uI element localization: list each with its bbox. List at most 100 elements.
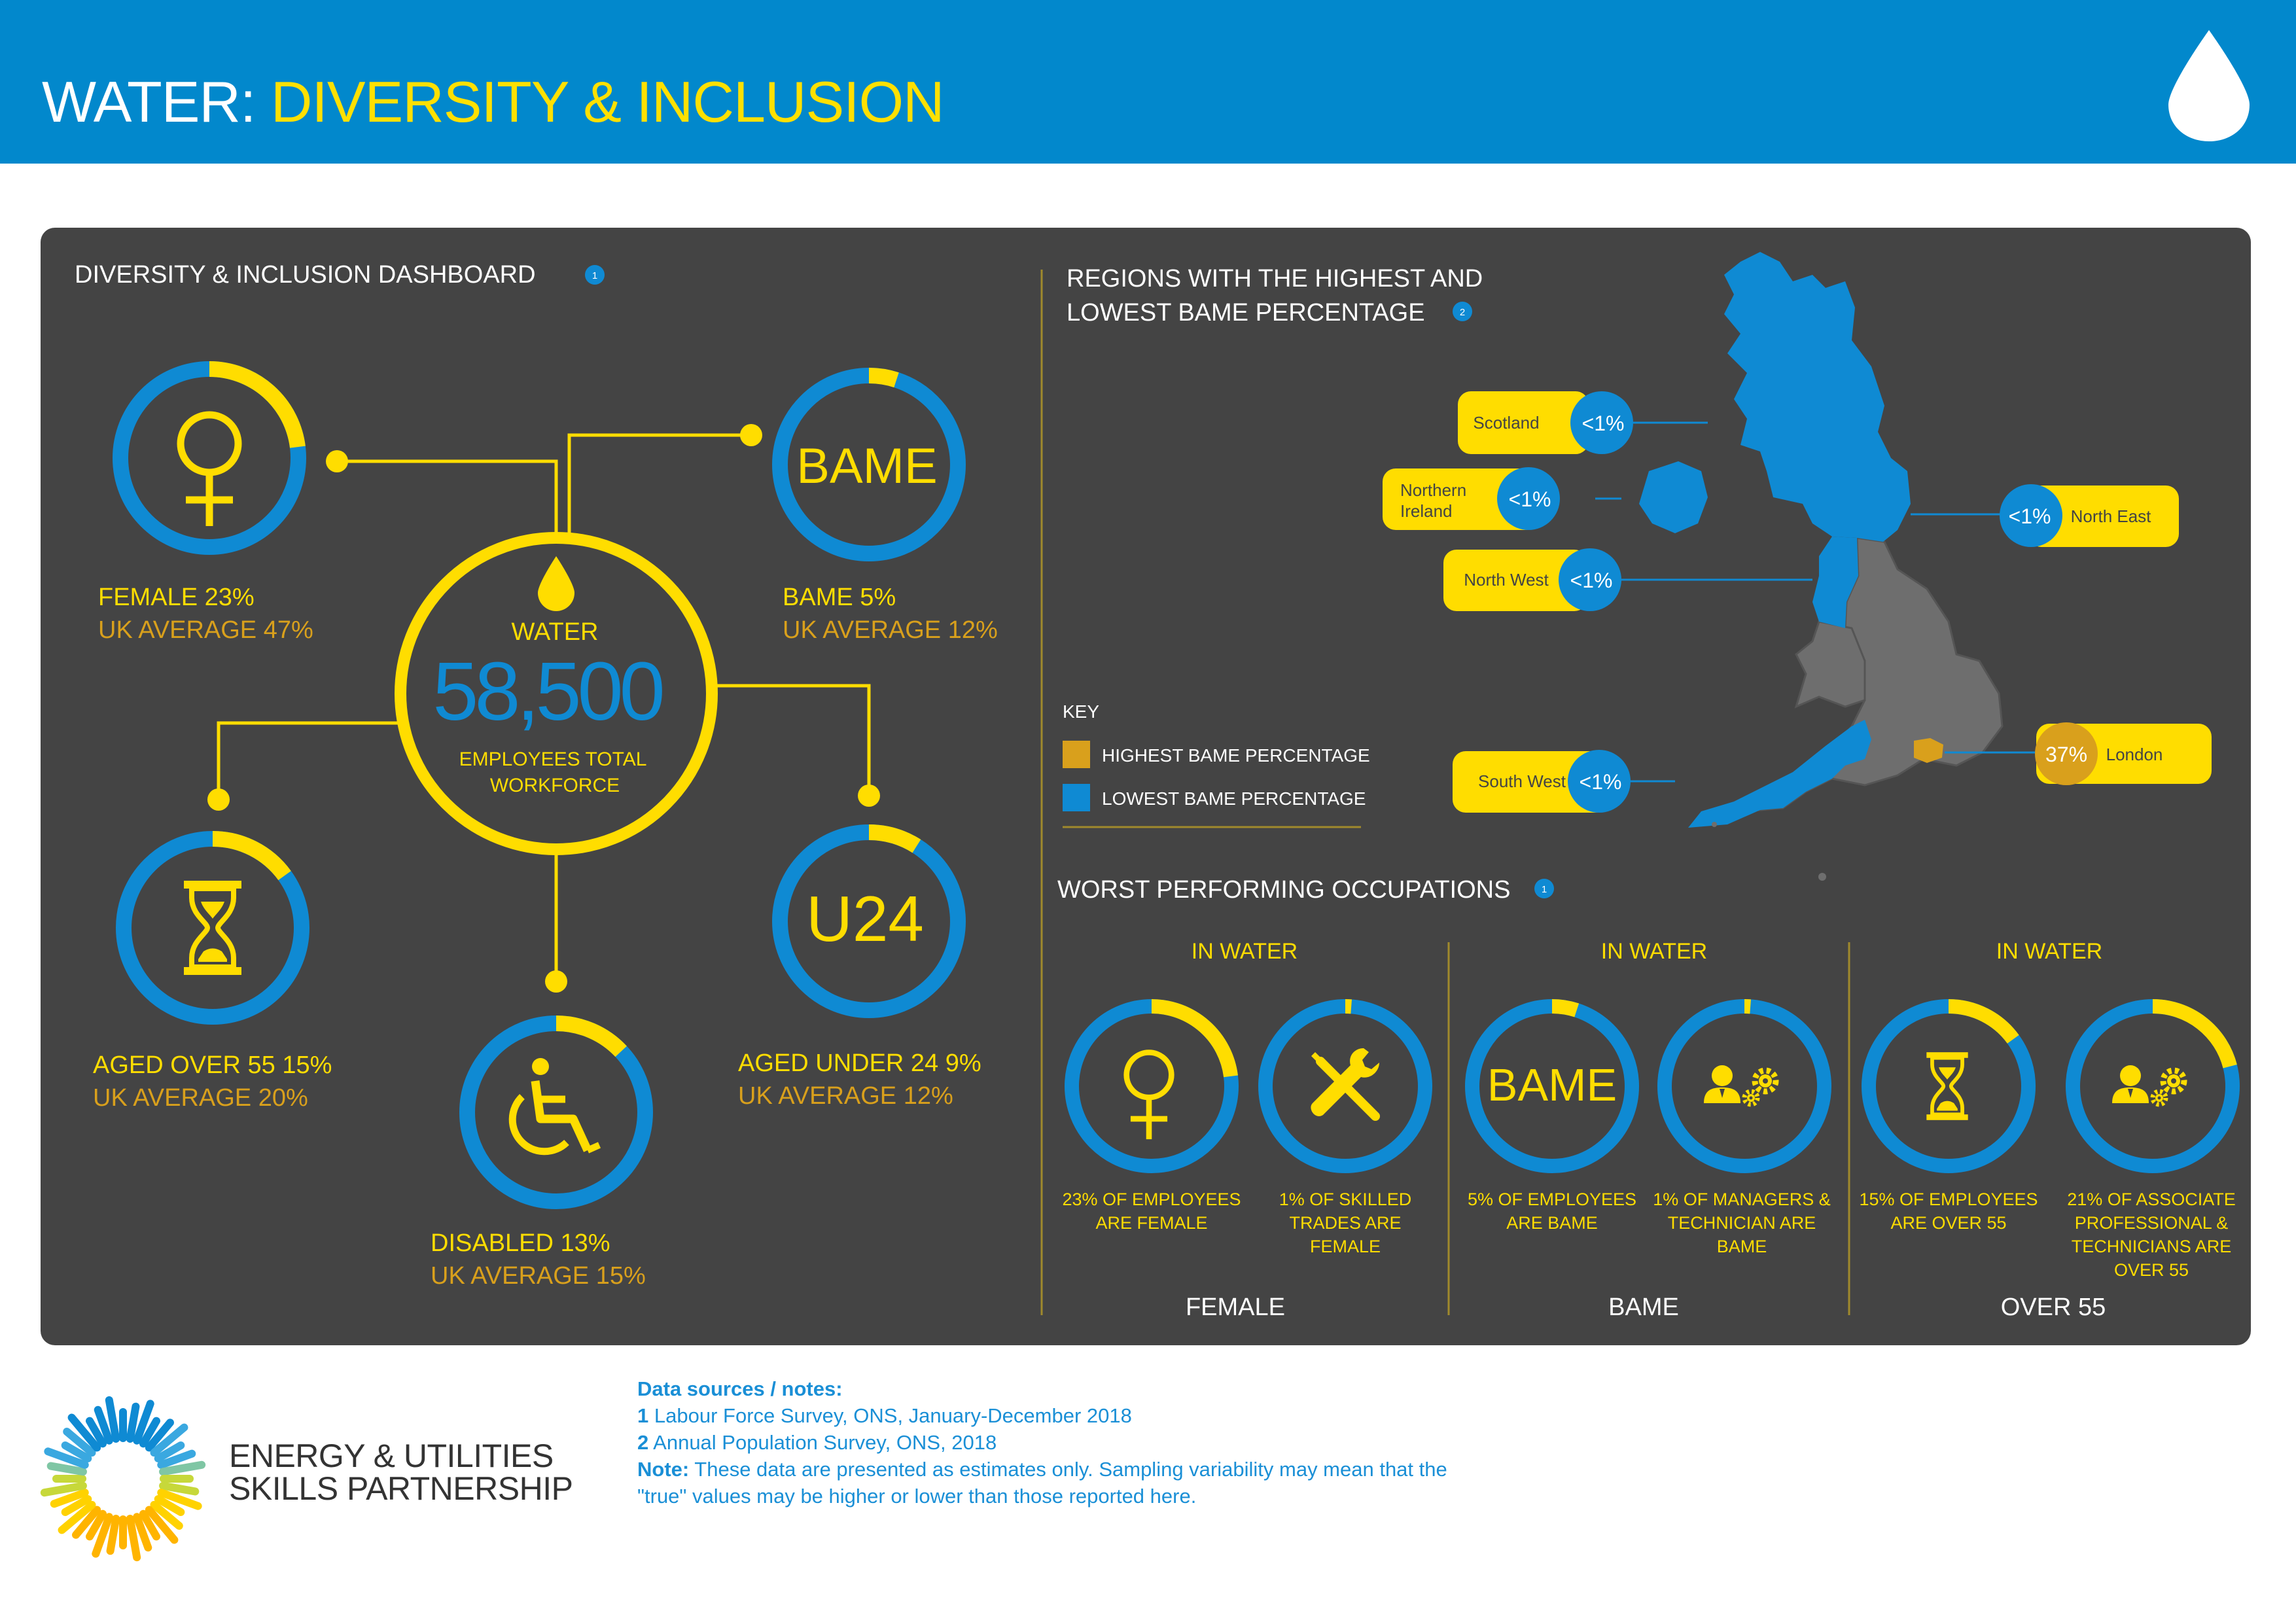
north-west-region — [1812, 537, 1858, 628]
sunburst-ray — [61, 1495, 92, 1516]
region-value: <1% — [1580, 770, 1622, 794]
wales-region — [1794, 620, 1866, 709]
occ-desc-line: ARE BAME — [1506, 1213, 1598, 1233]
sunburst-ray — [126, 1402, 140, 1443]
under24-value: AGED UNDER 24 9% — [738, 1050, 981, 1077]
bame-value: BAME 5% — [783, 584, 896, 611]
under24-ring — [772, 824, 966, 1018]
region-name: North West — [1464, 570, 1549, 590]
sunburst-ray — [126, 1515, 141, 1562]
connector-dots — [207, 424, 880, 993]
center-workforce: WATER 58,500 EMPLOYEES TOTAL WORKFORCE — [395, 532, 718, 855]
region-name: South West — [1478, 771, 1566, 791]
occ-desc-line: ARE FEMALE — [1095, 1213, 1207, 1233]
occupation-ring-text: BAME — [1487, 1059, 1617, 1110]
sunburst-ray — [145, 1506, 179, 1544]
water-drop-icon — [2168, 30, 2250, 141]
total-employees: 58,500 — [433, 645, 662, 737]
ring-fill-arc — [1465, 999, 1639, 1173]
wheelchair-icon — [512, 1058, 599, 1152]
disabled-value: DISABLED 13% — [431, 1229, 610, 1257]
regions-title-line1: REGIONS WITH THE HIGHEST AND — [1067, 265, 1483, 292]
sunburst-ray — [50, 1489, 89, 1508]
region-value: 37% — [2045, 743, 2087, 766]
center-label: WATER — [512, 618, 599, 646]
sunburst-ray — [150, 1423, 188, 1457]
org-name-line2: SKILLS PARTNERSHIP — [229, 1470, 573, 1507]
ring-fill-arc — [1862, 999, 2036, 1173]
org-name-line1: ENERGY & UTILITIES — [229, 1438, 554, 1474]
occ-desc-line: TECHNICIANS ARE — [2072, 1237, 2232, 1256]
callout-london: London 37% — [2035, 722, 2212, 785]
group-footer: BAME — [1608, 1294, 1679, 1321]
england-grey-region — [1757, 537, 2004, 811]
occupation-ring-skilled-trades — [1258, 999, 1432, 1173]
bame-ring-text: BAME — [796, 438, 937, 494]
manager-gear-icon — [1704, 1065, 1776, 1104]
over55-value: AGED OVER 55 15% — [93, 1051, 332, 1079]
info-icon[interactable] — [585, 265, 605, 285]
occ-desc-line: 15% OF EMPLOYEES — [1859, 1190, 2038, 1209]
info-icon[interactable] — [1453, 302, 1472, 321]
center-caption-line1: EMPLOYEES TOTAL — [459, 749, 647, 770]
hourglass-icon — [1926, 1052, 1968, 1120]
callout-south-west: South West <1% — [1453, 750, 1631, 813]
sunburst-ray — [92, 1513, 113, 1558]
sunburst-ray — [94, 1405, 113, 1445]
region-name-line2: Ireland — [1400, 501, 1453, 521]
london-region — [1914, 738, 1943, 763]
key-swatch-high — [1063, 741, 1090, 768]
region-name: London — [2106, 745, 2163, 764]
region-name: North East — [2071, 506, 2152, 526]
under24-ring-text: U24 — [806, 883, 924, 955]
region-leader-lines — [1595, 421, 2035, 783]
under24-uk-average: UK AVERAGE 12% — [738, 1082, 953, 1110]
region-value: <1% — [2009, 504, 2051, 528]
occupation-ring-associate-professionals — [2066, 999, 2240, 1173]
header-bar: WATER: DIVERSITY & INCLUSION — [0, 0, 2296, 164]
sunburst-ray — [63, 1428, 96, 1457]
source-text: Annual Population Survey, ONS, 2018 — [653, 1431, 997, 1454]
occ-desc-line: 5% OF EMPLOYEES — [1468, 1190, 1636, 1209]
female-icon — [1127, 1053, 1172, 1140]
region-name: Scotland — [1473, 413, 1539, 432]
callout-north-west: North West <1% — [1443, 548, 1621, 611]
uk-map — [1639, 252, 2004, 881]
ring-fill-arc — [2066, 999, 2240, 1173]
tools-icon — [1311, 1048, 1379, 1116]
note: Note: These data are presented as estima… — [637, 1456, 1481, 1483]
sunburst-ray — [106, 1515, 120, 1555]
region-value: <1% — [1509, 487, 1551, 511]
occupation-ring-female-employees — [1065, 999, 1239, 1173]
occ-desc-line: 23% OF EMPLOYEES — [1062, 1190, 1241, 1209]
ring-fill-arc — [772, 368, 966, 561]
occupation-ring-managers-technicians — [1657, 999, 1831, 1173]
bame-uk-average: UK AVERAGE 12% — [783, 616, 998, 644]
key-swatch-low — [1063, 784, 1090, 811]
occ-desc-line: OVER 55 — [2114, 1260, 2189, 1280]
info-icon[interactable] — [1534, 879, 1554, 898]
region-value: <1% — [1582, 412, 1625, 435]
sunburst-ray — [145, 1419, 174, 1452]
disabled-ring — [459, 1015, 653, 1209]
regions-title-line2: LOWEST BAME PERCENTAGE — [1067, 299, 1425, 327]
northern-ireland-region — [1639, 461, 1708, 533]
source-2: 2 Annual Population Survey, ONS, 2018 — [637, 1429, 1481, 1456]
female-value: FEMALE 23% — [98, 584, 255, 611]
disabled-uk-average: UK AVERAGE 15% — [431, 1262, 646, 1290]
organisation-name: ENERGY & UTILITIES SKILLS PARTNERSHIP — [229, 1439, 573, 1505]
sunburst-ray — [139, 1509, 160, 1541]
ring-fill-arc — [1258, 999, 1432, 1173]
info-marker: 1 — [1542, 884, 1547, 895]
over55-ring — [116, 831, 309, 1025]
sunburst-ray — [105, 1396, 120, 1443]
sunburst-ray — [40, 1481, 87, 1497]
occupation-ring-bame-employees — [1465, 999, 1639, 1173]
info-marker: 2 — [1460, 307, 1465, 318]
over55-uk-average: UK AVERAGE 20% — [93, 1084, 308, 1112]
sunburst-ray — [157, 1449, 196, 1469]
source-text: Labour Force Survey, ONS, January-Decemb… — [654, 1404, 1132, 1427]
occ-desc-line: 1% OF MANAGERS & — [1653, 1190, 1831, 1209]
sunburst-ray — [61, 1441, 92, 1462]
